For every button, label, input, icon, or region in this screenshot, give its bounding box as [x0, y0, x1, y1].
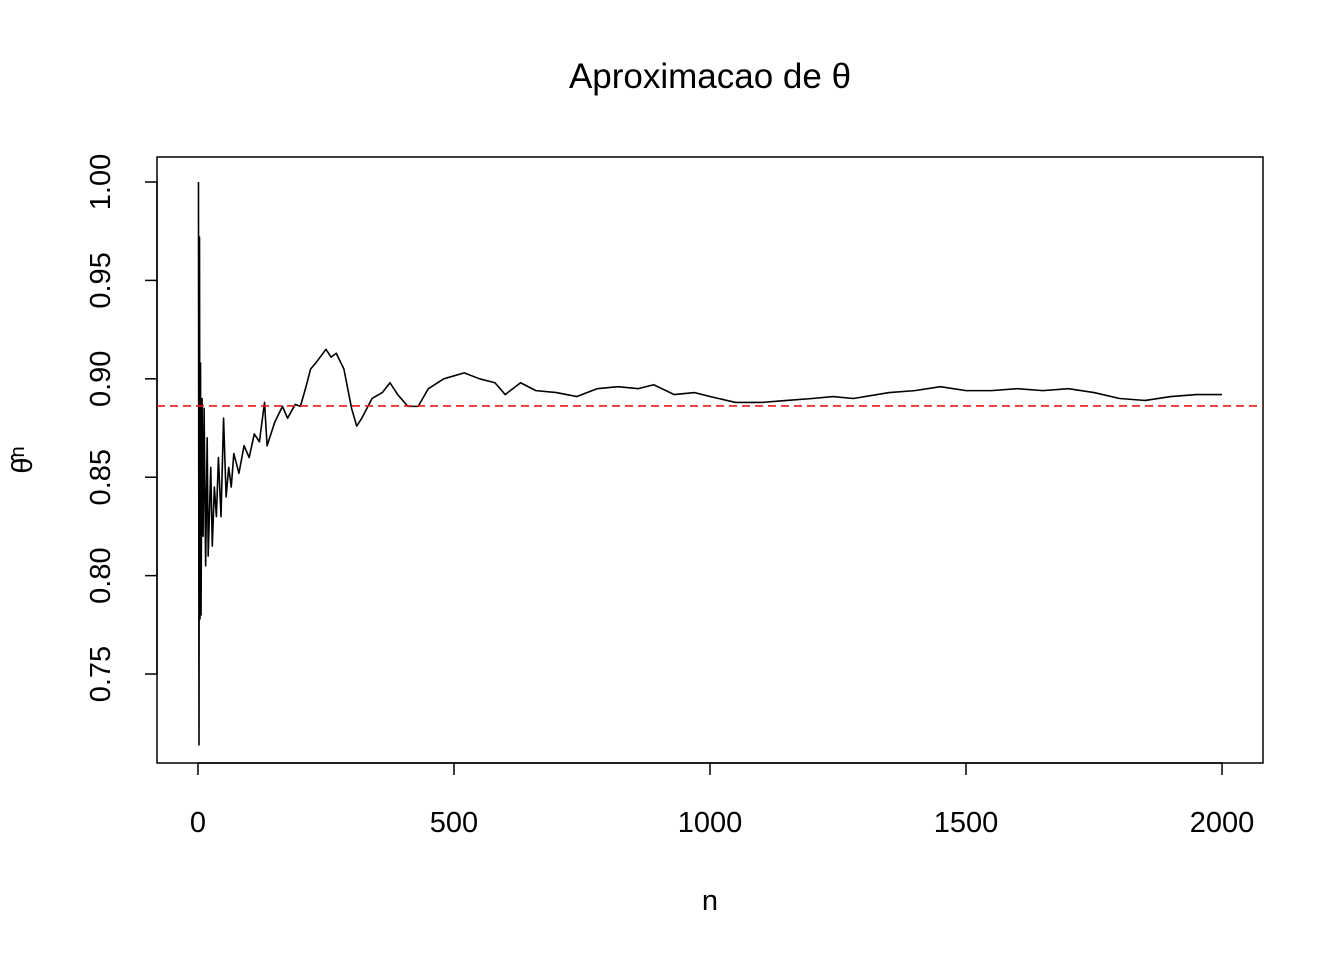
plot-box — [156, 156, 1264, 764]
y-axis-symbol: θ̂ — [7, 453, 39, 474]
y-tick-label: 0.80 — [85, 547, 117, 603]
y-tick-label: 0.95 — [85, 252, 117, 308]
y-tick-label: 0.75 — [85, 646, 117, 702]
y-tick-label: 0.85 — [85, 449, 117, 505]
chart-title: Aproximacao de θ — [569, 57, 851, 96]
y-tick-label: 0.90 — [85, 351, 117, 407]
y-tick-label: 1.00 — [85, 154, 117, 210]
x-tick-label: 500 — [430, 807, 478, 839]
data-line — [197, 181, 1223, 746]
x-tick-label: 1500 — [934, 807, 999, 839]
x-tick-label: 1000 — [678, 807, 743, 839]
x-tick-label: 0 — [190, 807, 206, 839]
y-axis-subscript: n — [7, 446, 29, 457]
y-axis-label: θ̂n — [7, 446, 39, 473]
x-axis-label: n — [702, 885, 718, 917]
x-tick-label: 2000 — [1190, 807, 1255, 839]
